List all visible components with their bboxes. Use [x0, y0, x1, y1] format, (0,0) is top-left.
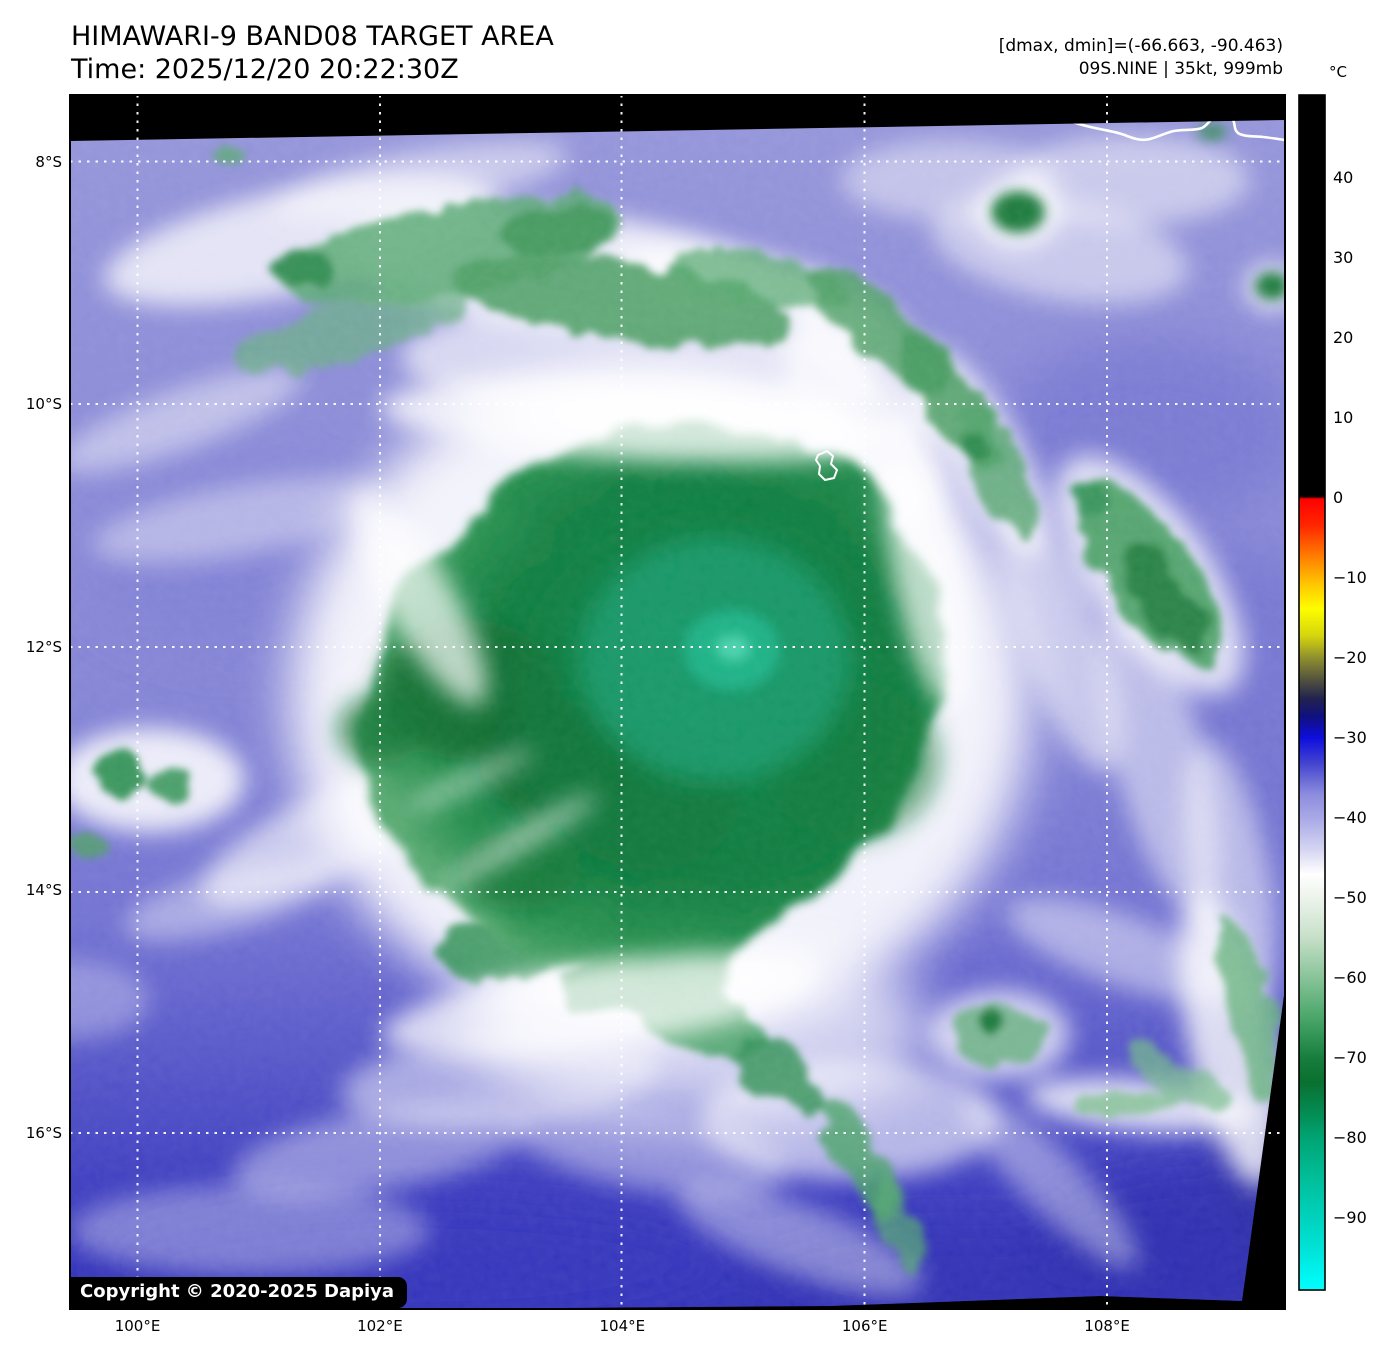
figure-annotations: [dmax, dmin]=(-66.663, -90.463) 09S.NINE… — [999, 35, 1283, 81]
lat-tick-label: 16°S — [25, 1124, 62, 1143]
colorbar-gradient — [1299, 95, 1325, 1290]
lon-tick-label: 104°E — [599, 1317, 646, 1335]
colorbar-tick-label: −80 — [1333, 1128, 1367, 1147]
figure-title: HIMAWARI-9 BAND08 TARGET AREA — [71, 21, 554, 52]
colorbar-tick-label: −30 — [1333, 728, 1367, 747]
satellite-image — [70, 120, 1285, 1309]
lon-tick-label: 100°E — [114, 1317, 161, 1335]
colorbar-tick-label: 20 — [1333, 328, 1354, 347]
noise-texture — [70, 120, 1285, 1309]
colorbar-tick-label: 10 — [1333, 408, 1354, 427]
copyright-badge: Copyright © 2020-2025 Dapiya — [70, 1277, 408, 1308]
colorbar-tick-label: 40 — [1333, 168, 1354, 187]
map-frame — [69, 94, 1286, 1310]
colorbar-tick-label: −70 — [1333, 1048, 1367, 1067]
dmax-dmin-annotation: [dmax, dmin]=(-66.663, -90.463) — [998, 36, 1283, 56]
storm-info-annotation: 09S.NINE | 35kt, 999mb — [1078, 59, 1283, 79]
colorbar-tick-label: −50 — [1333, 888, 1367, 907]
lon-tick-label: 102°E — [357, 1317, 403, 1335]
lat-tick-label: 10°S — [25, 395, 62, 414]
colorbar-tick-label: 30 — [1333, 248, 1354, 267]
lon-tick-label: 108°E — [1084, 1317, 1130, 1335]
colorbar-frame — [1298, 94, 1326, 1291]
figure-timestamp: Time: 2025/12/20 20:22:30Z — [71, 54, 459, 85]
colorbar-unit-label: °C — [1329, 63, 1347, 81]
grid-lines — [70, 95, 1285, 1309]
coastline — [815, 120, 1285, 481]
colorbar-tick-label: −60 — [1333, 968, 1367, 987]
colorbar-tick-label: −20 — [1333, 648, 1367, 667]
colorbar — [1298, 94, 1326, 1291]
colorbar-tick-label: −10 — [1333, 568, 1367, 587]
lat-tick-label: 14°S — [25, 881, 62, 900]
colorbar-tick-label: 0 — [1333, 488, 1344, 507]
lat-tick-label: 12°S — [25, 638, 62, 657]
lon-tick-label: 106°E — [841, 1317, 888, 1335]
lat-tick-label: 8°S — [35, 152, 62, 171]
colorbar-tick-label: −90 — [1333, 1208, 1367, 1227]
colorbar-tick-label: −40 — [1333, 808, 1367, 827]
